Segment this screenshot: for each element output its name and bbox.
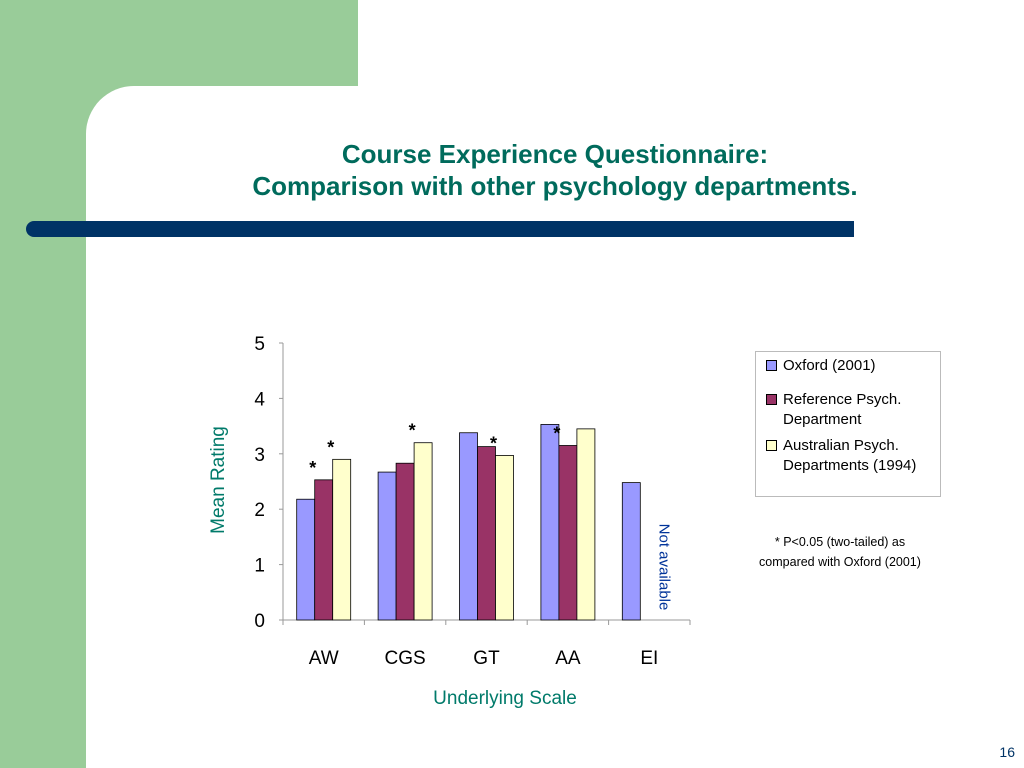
y-tick-label: 3 — [254, 445, 265, 466]
note-line-1: * P<0.05 (two-tailed) as — [774, 535, 906, 549]
x-tick-label: EI — [640, 648, 658, 669]
legend: Oxford (2001) Reference Psych. Departmen… — [755, 351, 941, 497]
y-tick-label: 0 — [254, 611, 265, 632]
title-line-1: Course Experience Questionnaire: — [341, 139, 769, 169]
legend-label: Oxford (2001) — [783, 357, 876, 374]
not-available-label: Not available — [655, 524, 672, 611]
bar-aa-series-1 — [558, 445, 578, 621]
title-rule — [26, 221, 854, 237]
bar-gt-series-2 — [495, 455, 514, 621]
note-line-2: compared with Oxford (2001) — [759, 555, 921, 569]
page-number: 16 — [999, 744, 1015, 760]
legend-item-oxford: Oxford (2001) — [766, 356, 943, 376]
bar-aa-series-0 — [540, 424, 560, 621]
bar-gt-series-1 — [477, 446, 496, 621]
significance-star: * — [409, 421, 416, 441]
significance-note: * P<0.05 (two-tailed) as compared with O… — [740, 532, 940, 572]
y-tick-label: 5 — [254, 334, 265, 355]
bar-aw-series-1 — [314, 479, 334, 621]
y-tick-label: 4 — [254, 389, 265, 410]
title-line-2: Comparison with other psychology departm… — [252, 171, 858, 201]
significance-star: * — [553, 423, 560, 443]
bar-aw-series-2 — [332, 458, 352, 621]
x-tick-label: AA — [555, 648, 581, 669]
significance-star: * — [327, 437, 334, 457]
legend-item-reference: Reference Psych. Department — [766, 390, 943, 430]
significance-star: * — [309, 458, 316, 478]
y-tick-label: 1 — [254, 556, 265, 577]
bar-cgs-series-0 — [377, 471, 397, 621]
legend-label: Reference Psych. Department — [783, 391, 902, 428]
bar-aw-series-0 — [296, 498, 316, 621]
x-tick-label: AW — [309, 648, 339, 669]
bar-gt-series-0 — [459, 432, 478, 621]
bar-cgs-series-1 — [395, 462, 415, 621]
legend-swatch — [766, 360, 777, 371]
y-tick-label: 2 — [254, 500, 265, 521]
significance-star: * — [490, 433, 497, 453]
legend-swatch — [766, 394, 777, 405]
bar-ei-series-0 — [621, 482, 641, 621]
bar-cgs-series-2 — [413, 442, 433, 621]
legend-item-australian: Australian Psych. Departments (1994) — [766, 436, 943, 476]
slide-title: Course Experience Questionnaire: Compari… — [86, 138, 1024, 202]
bar-aa-series-2 — [576, 428, 596, 621]
legend-label: Australian Psych. Departments (1994) — [783, 437, 917, 474]
legend-swatch — [766, 440, 777, 451]
x-tick-label: GT — [473, 648, 500, 669]
y-axis-label: Mean Rating — [208, 426, 229, 534]
x-axis-label: Underlying Scale — [433, 688, 577, 709]
x-tick-label: CGS — [385, 648, 426, 669]
